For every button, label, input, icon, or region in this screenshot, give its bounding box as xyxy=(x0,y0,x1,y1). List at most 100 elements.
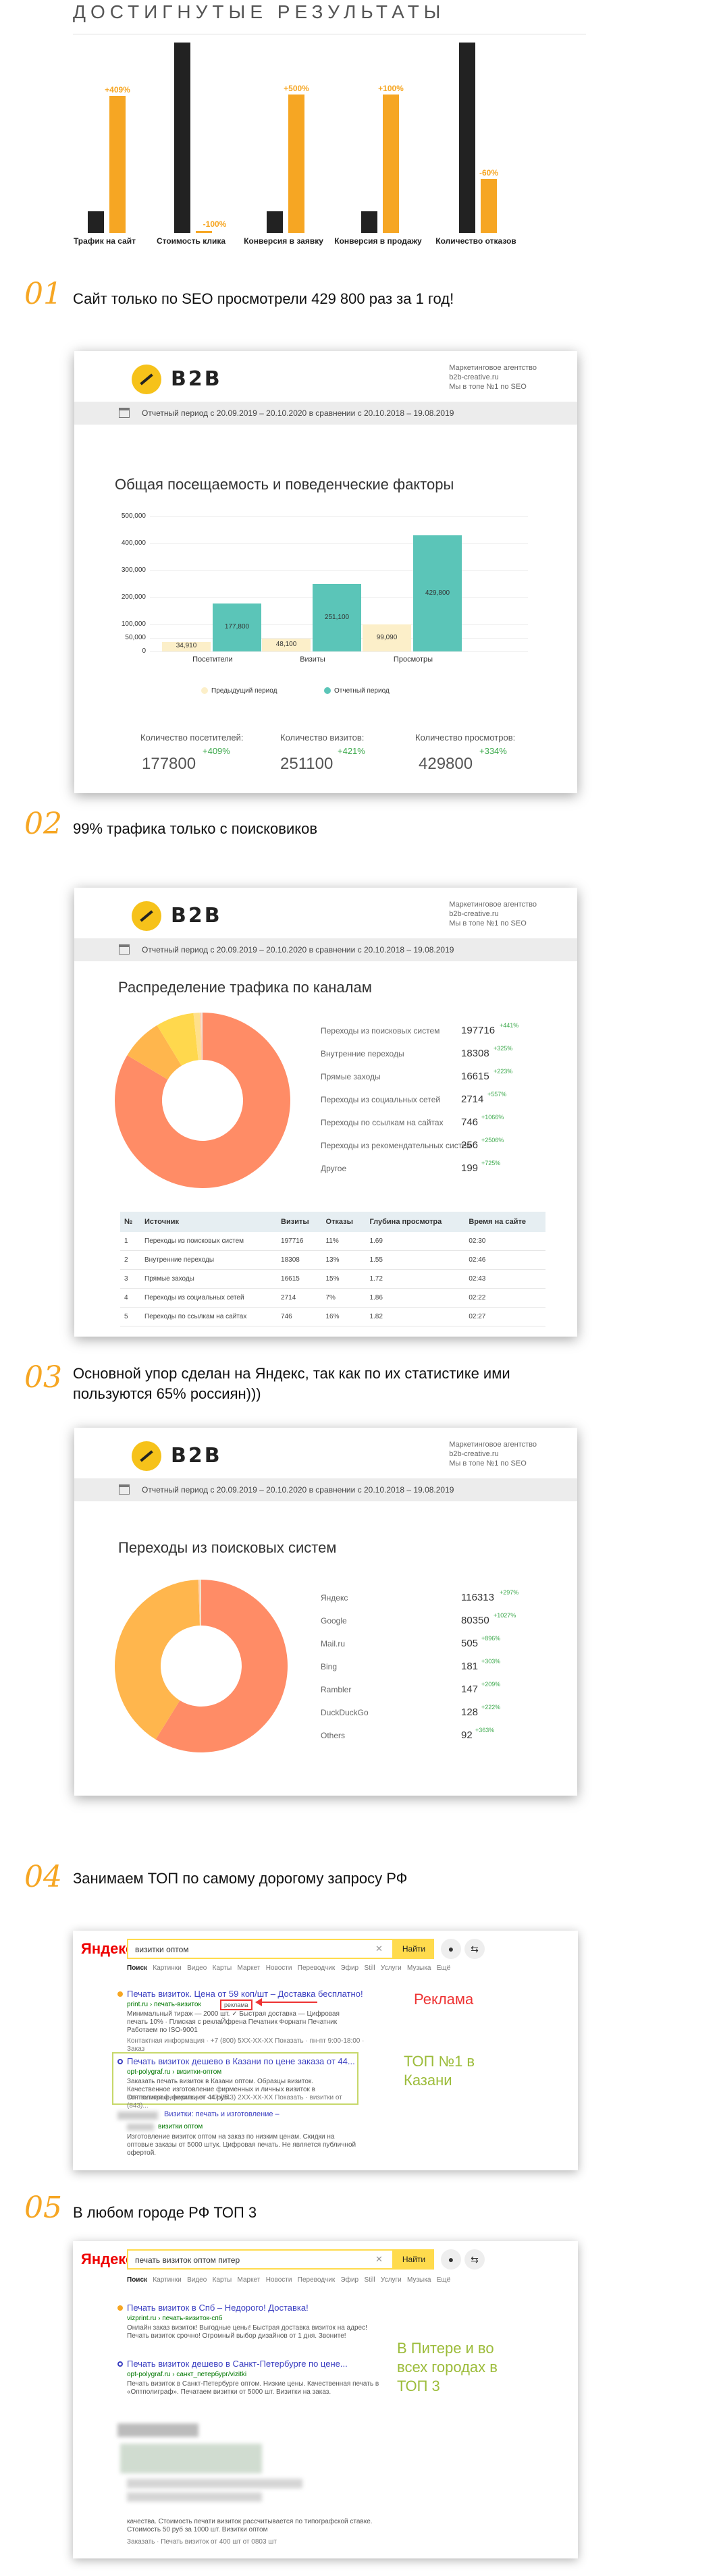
tab-ether[interactable]: Эфир xyxy=(340,2276,359,2284)
kpi-change: +421% xyxy=(338,746,365,756)
legend-value: 16615 xyxy=(461,1071,489,1082)
tab-services[interactable]: Услуги xyxy=(380,2276,402,2284)
microphone-icon[interactable]: ● xyxy=(441,1939,461,1959)
search-button[interactable]: Найти xyxy=(394,2249,434,2270)
legend-label: Отчетный период xyxy=(334,687,390,695)
table-header-cell: Глубина просмотра xyxy=(365,1212,465,1232)
table-cell: 1.72 xyxy=(365,1269,465,1289)
y-tick-label: 200,000 xyxy=(121,593,146,601)
bar-previous xyxy=(162,642,211,651)
category-label: Конверсия в продажу xyxy=(334,236,422,246)
y-tick-label: 500,000 xyxy=(121,512,146,520)
tab-maps[interactable]: Карты xyxy=(212,1964,232,1972)
table-cell: 3 xyxy=(120,1269,141,1289)
tab-music[interactable]: Музыка xyxy=(407,2276,431,2284)
category-label: Трафик на сайт xyxy=(73,236,136,246)
table-cell: 197716 xyxy=(277,1232,322,1251)
yandex-logo-text: Яндекс xyxy=(81,2251,134,2268)
kpi-label: Количество визитов: xyxy=(280,732,365,743)
favicon-icon xyxy=(117,2059,123,2064)
table-cell: Переходы по ссылкам на сайтах xyxy=(140,1307,277,1326)
organic-result-title[interactable]: Печать визиток дешево в Казани по цене з… xyxy=(127,2056,355,2066)
tab-news[interactable]: Новости xyxy=(265,2276,292,2284)
blurred-text xyxy=(127,2479,302,2488)
table-cell: Переходы из поисковых систем xyxy=(140,1232,277,1251)
tab-market[interactable]: Маркет xyxy=(237,1964,261,1972)
tab-more[interactable]: Ещё xyxy=(436,2276,451,2284)
table-cell: 16% xyxy=(321,1307,366,1326)
bar-previous xyxy=(363,624,411,651)
tab-still[interactable]: Still xyxy=(364,1964,375,1972)
search-input[interactable]: печать визиток оптом питер xyxy=(127,2249,394,2270)
tab-images[interactable]: Картинки xyxy=(153,1964,182,1972)
favicon-icon xyxy=(117,2361,123,2367)
agency-line: Маркетинговое агентство xyxy=(449,1441,537,1449)
tab-services[interactable]: Услуги xyxy=(380,1964,402,1972)
legend-value: 147 xyxy=(461,1684,479,1695)
clear-icon[interactable]: ✕ xyxy=(375,2254,383,2264)
table-cell: 7% xyxy=(321,1288,366,1308)
bar-value-label: 48,100 xyxy=(275,641,297,649)
pie-slice xyxy=(155,1580,288,1752)
tab-video[interactable]: Видео xyxy=(187,1964,207,1972)
legend-value: 256 xyxy=(461,1139,479,1151)
table-header-cell: Визиты xyxy=(277,1212,322,1232)
tab-market[interactable]: Маркет xyxy=(237,2276,261,2284)
kpi-label: Количество просмотров: xyxy=(415,732,516,743)
y-tick-label: 50,000 xyxy=(125,634,146,641)
clear-icon[interactable]: ✕ xyxy=(375,1943,383,1954)
table-cell: 2714 xyxy=(277,1288,322,1308)
tab-search[interactable]: Поиск xyxy=(127,1964,148,1972)
legend-dot xyxy=(324,687,331,695)
tab-translate[interactable]: Переводчик xyxy=(297,2276,336,2284)
tab-news[interactable]: Новости xyxy=(265,1964,292,1972)
settings-icon[interactable]: ⇆ xyxy=(464,2249,485,2270)
legend-value: 2714 xyxy=(461,1094,484,1105)
chart-title: Распределение трафика по каналам xyxy=(118,979,372,996)
legend-label: Прямые заходы xyxy=(321,1072,381,1081)
report-card-search-engines: B2B Маркетинговое агентство b2b-creative… xyxy=(74,1428,577,1796)
tab-maps[interactable]: Карты xyxy=(212,2276,232,2284)
yandex-serp-spb: Яндекс печать визиток оптом питер ✕ Найт… xyxy=(73,2241,578,2558)
ad-result-url[interactable]: print.ru › печать-визиток xyxy=(127,2001,201,2008)
calendar-icon xyxy=(119,1484,130,1495)
result-2-url[interactable]: opt-polygraf.ru › санкт_петербург/vizitk… xyxy=(127,2371,247,2378)
tab-still[interactable]: Still xyxy=(364,2276,375,2284)
tab-music[interactable]: Музыка xyxy=(407,1964,431,1972)
legend-label: Переходы из поисковых систем xyxy=(321,1026,440,1036)
table-row: 5 Переходы по ссылкам на сайтах 746 16% 1.82… xyxy=(120,1307,545,1326)
tab-video[interactable]: Видео xyxy=(187,2276,207,2284)
tab-ether[interactable]: Эфир xyxy=(340,1964,359,1972)
third-result-url[interactable]: визитки оптом xyxy=(158,2123,203,2130)
tab-images[interactable]: Картинки xyxy=(153,2276,182,2284)
category-label: Количество отказов xyxy=(435,236,516,246)
tab-more[interactable]: Ещё xyxy=(436,1964,451,1972)
result-2-title[interactable]: Печать визиток дешево в Санкт-Петербурге… xyxy=(127,2359,348,2369)
table-cell: 13% xyxy=(321,1250,366,1270)
result-1-title[interactable]: Печать визиток в Спб – Недорого! Доставк… xyxy=(127,2303,309,2313)
tab-search[interactable]: Поиск xyxy=(127,2276,148,2284)
agency-line: Мы в топе №1 по SEO xyxy=(449,1459,527,1468)
bar-before xyxy=(361,211,377,233)
settings-icon[interactable]: ⇆ xyxy=(464,1939,485,1959)
result-1-url[interactable]: vizprint.ru › печать-визиток-спб xyxy=(127,2315,223,2322)
ad-result-title[interactable]: Печать визиток. Цена от 59 коп/шт – Дост… xyxy=(127,1989,363,1999)
search-button[interactable]: Найти xyxy=(394,1939,434,1959)
legend-value: 197716 xyxy=(461,1025,496,1036)
third-result-title[interactable]: Визитки: печать и изготовление – xyxy=(164,2110,279,2118)
tab-translate[interactable]: Переводчик xyxy=(297,1964,336,1972)
search-input[interactable]: визитки оптом xyxy=(127,1939,394,1959)
step-number: 03 xyxy=(24,1360,62,1395)
kpi-value: 429800 xyxy=(419,755,473,773)
legend-change: +1066% xyxy=(481,1114,504,1121)
table-row: 4 Переходы из социальных сетей 2714 7% 1.86 0… xyxy=(120,1288,545,1308)
step-text: 99% трафика только с поисковиков xyxy=(73,820,318,837)
microphone-icon[interactable]: ● xyxy=(441,2249,461,2270)
y-tick-label: 300,000 xyxy=(121,566,146,574)
yandex-logo: Яндекс xyxy=(81,1940,134,1958)
table-cell: 1.86 xyxy=(365,1288,465,1308)
table-row: 1 Переходы из поисковых систем 197716 11% 1.… xyxy=(120,1232,545,1251)
legend-value: 18308 xyxy=(461,1048,489,1059)
result-3-links: Заказать · Печать визиток от 400 шт от 0… xyxy=(127,2538,277,2546)
organic-result-url[interactable]: opt-polygraf.ru › визитки-оптом xyxy=(127,2068,222,2076)
